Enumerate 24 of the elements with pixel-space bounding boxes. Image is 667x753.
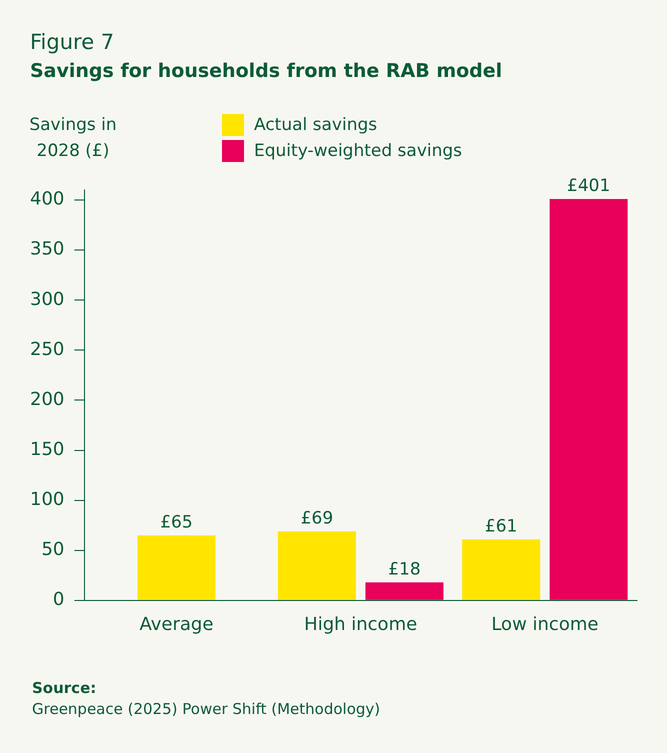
legend-label: Equity-weighted savings [254, 141, 462, 161]
y-tick-label: 300 [30, 288, 64, 310]
y-tick-label: 250 [30, 338, 64, 360]
text: Greenpeace (2025) Power Shift (Methodology) [32, 699, 380, 720]
legend-label: Actual savings [254, 115, 378, 135]
y-tick-label: 100 [30, 488, 64, 510]
y-tick-label: 350 [30, 238, 64, 260]
x-tick-label: High income [304, 614, 418, 635]
data-label: £69 [300, 508, 334, 528]
y-tick-label: 0 [52, 589, 64, 610]
data-label: £18 [388, 559, 421, 580]
data-label: £61 [484, 516, 518, 536]
data-label: £65 [160, 512, 193, 532]
chart-title: Figure 7 [30, 30, 114, 54]
source-note: Source: [32, 678, 98, 699]
y-tick-label: 150 [30, 438, 64, 460]
y-tick-label: 200 [30, 388, 64, 410]
x-tick-label: Average [140, 614, 214, 635]
y-tick-label: 400 [30, 188, 64, 210]
y-axis-title: Savings in 2028 (£) [28, 114, 118, 163]
chart-subtitle: Savings for households from the RAB model [30, 60, 502, 82]
y-tick-label: 50 [41, 539, 64, 560]
x-tick-label: Low income [491, 614, 598, 635]
data-label: £401 [567, 176, 610, 196]
